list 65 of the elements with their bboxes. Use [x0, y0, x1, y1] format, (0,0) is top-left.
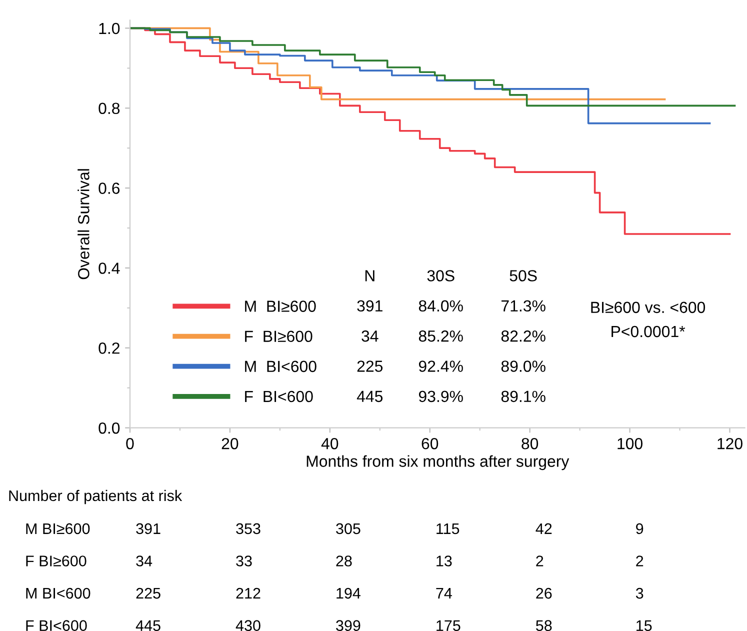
legend-label: M BI<600 [245, 360, 316, 372]
text: 28 [336, 556, 352, 566]
text: Number of patients at risk [9, 490, 182, 504]
x-tick-label: 20 [222, 438, 238, 450]
x-axis-title: Months from six months after surgery [306, 455, 570, 470]
annotation: 391 [357, 300, 382, 312]
annotation: 30S [427, 270, 454, 282]
annotation: 50S [510, 270, 537, 282]
y-tick-label: 1.0 [99, 22, 120, 34]
legend-label: F BI≥600 [245, 330, 312, 342]
annotation: 82.2% [501, 330, 546, 342]
text: M BI≥600 [26, 523, 90, 534]
annotation: N [365, 270, 374, 282]
text: 391 [136, 523, 160, 534]
annotation: 84.0% [418, 300, 463, 312]
annotation: 93.9% [418, 390, 463, 402]
y-tick-label: 0.6 [98, 182, 120, 194]
text: 445 [136, 620, 160, 631]
annotation: 445 [356, 390, 383, 402]
text: 399 [336, 620, 360, 631]
text: 353 [236, 523, 260, 534]
text: 74 [436, 588, 452, 599]
text: 42 [536, 523, 552, 534]
x-tick-label: 120 [718, 438, 742, 450]
annotation: 85.2% [418, 330, 463, 342]
text: F BI<600 [26, 620, 87, 631]
text: 430 [236, 620, 260, 631]
text: 9 [636, 523, 644, 534]
legend-label: M BI≥600 [245, 300, 316, 312]
y-axis-title: Overall Survival [78, 169, 90, 280]
x-tick-label: 100 [618, 438, 642, 450]
text: 3 [636, 588, 644, 599]
text: M BI<600 [26, 588, 90, 599]
x-tick-label: 40 [321, 438, 338, 450]
text: 15 [636, 620, 652, 631]
text: 58 [536, 620, 552, 631]
x-tick-label: 80 [522, 438, 538, 450]
y-tick-label: 0.4 [98, 262, 120, 274]
x-tick-label: 0 [126, 438, 134, 450]
text: 33 [236, 556, 252, 566]
annotation: 89.0% [501, 360, 546, 372]
text: 26 [536, 588, 552, 599]
text: 2 [536, 556, 544, 566]
text: 305 [336, 523, 360, 534]
y-tick-label: 0.0 [98, 422, 120, 434]
text: 194 [336, 588, 361, 599]
text: 2 [636, 556, 644, 566]
text: 175 [436, 620, 460, 631]
annotation: 89.1% [501, 390, 546, 402]
annotation: BI≥600 vs. <600 [591, 302, 706, 314]
annotation: P<0.0001* [612, 326, 686, 338]
annotation: 71.3% [502, 300, 546, 312]
annotation: 92.4% [418, 360, 463, 372]
x-tick-label: 60 [422, 438, 438, 450]
text: 115 [436, 523, 460, 534]
text: 34 [136, 556, 152, 566]
annotation: 225 [357, 360, 383, 372]
text: 212 [236, 588, 260, 599]
legend-label: F BI<600 [245, 390, 313, 402]
text: F BI≥600 [26, 556, 86, 566]
text: 13 [436, 556, 452, 566]
y-tick-label: 0.8 [98, 102, 120, 114]
text: 225 [136, 588, 160, 599]
y-tick-label: 0.2 [98, 342, 120, 354]
annotation: 34 [362, 330, 378, 342]
